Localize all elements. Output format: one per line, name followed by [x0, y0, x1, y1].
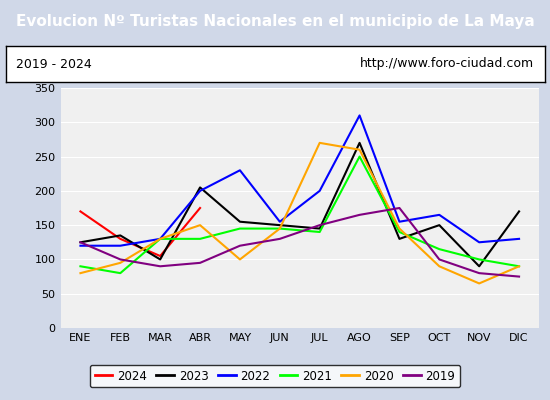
2020 — [476, 281, 482, 286]
2023 — [476, 264, 482, 269]
2023 — [396, 236, 403, 241]
2021 — [316, 230, 323, 234]
2020 — [117, 260, 124, 265]
2019 — [516, 274, 522, 279]
2019 — [277, 236, 283, 241]
2023 — [236, 219, 243, 224]
2024 — [157, 254, 163, 258]
2021 — [197, 236, 204, 241]
2023 — [516, 209, 522, 214]
2020 — [77, 271, 84, 276]
2019 — [396, 206, 403, 210]
2022 — [356, 113, 363, 118]
2021 — [277, 226, 283, 231]
Legend: 2024, 2023, 2022, 2021, 2020, 2019: 2024, 2023, 2022, 2021, 2020, 2019 — [90, 365, 460, 387]
2022 — [516, 236, 522, 241]
2019 — [476, 271, 482, 276]
2019 — [157, 264, 163, 269]
Line: 2020: 2020 — [80, 143, 519, 284]
2023 — [356, 140, 363, 145]
2021 — [236, 226, 243, 231]
2022 — [157, 236, 163, 241]
2024 — [77, 209, 84, 214]
2022 — [316, 188, 323, 193]
2023 — [157, 257, 163, 262]
2023 — [197, 185, 204, 190]
2020 — [157, 236, 163, 241]
2021 — [117, 271, 124, 276]
2019 — [316, 223, 323, 228]
2022 — [436, 212, 443, 217]
2022 — [277, 219, 283, 224]
2019 — [436, 257, 443, 262]
2024 — [117, 236, 124, 241]
2021 — [476, 257, 482, 262]
2019 — [197, 260, 204, 265]
2020 — [356, 147, 363, 152]
2023 — [436, 223, 443, 228]
Text: Evolucion Nº Turistas Nacionales en el municipio de La Maya: Evolucion Nº Turistas Nacionales en el m… — [15, 14, 535, 29]
2020 — [277, 226, 283, 231]
2022 — [117, 243, 124, 248]
Line: 2021: 2021 — [80, 156, 519, 273]
2020 — [316, 140, 323, 145]
2021 — [396, 230, 403, 234]
2023 — [277, 223, 283, 228]
2020 — [516, 264, 522, 269]
2019 — [117, 257, 124, 262]
Text: 2019 - 2024: 2019 - 2024 — [16, 58, 92, 70]
2023 — [117, 233, 124, 238]
2023 — [77, 240, 84, 245]
2022 — [236, 168, 243, 173]
2022 — [197, 188, 204, 193]
2019 — [236, 243, 243, 248]
2021 — [77, 264, 84, 269]
2020 — [197, 223, 204, 228]
2020 — [396, 226, 403, 231]
2022 — [396, 219, 403, 224]
2022 — [77, 243, 84, 248]
2023 — [316, 226, 323, 231]
2019 — [356, 212, 363, 217]
2021 — [356, 154, 363, 159]
2022 — [476, 240, 482, 245]
2021 — [436, 247, 443, 252]
2020 — [436, 264, 443, 269]
2024 — [197, 206, 204, 210]
2020 — [236, 257, 243, 262]
Text: http://www.foro-ciudad.com: http://www.foro-ciudad.com — [360, 58, 534, 70]
2021 — [157, 236, 163, 241]
Line: 2024: 2024 — [80, 208, 200, 256]
2019 — [77, 240, 84, 245]
Line: 2019: 2019 — [80, 208, 519, 276]
Line: 2023: 2023 — [80, 143, 519, 266]
Line: 2022: 2022 — [80, 116, 519, 246]
2021 — [516, 264, 522, 269]
